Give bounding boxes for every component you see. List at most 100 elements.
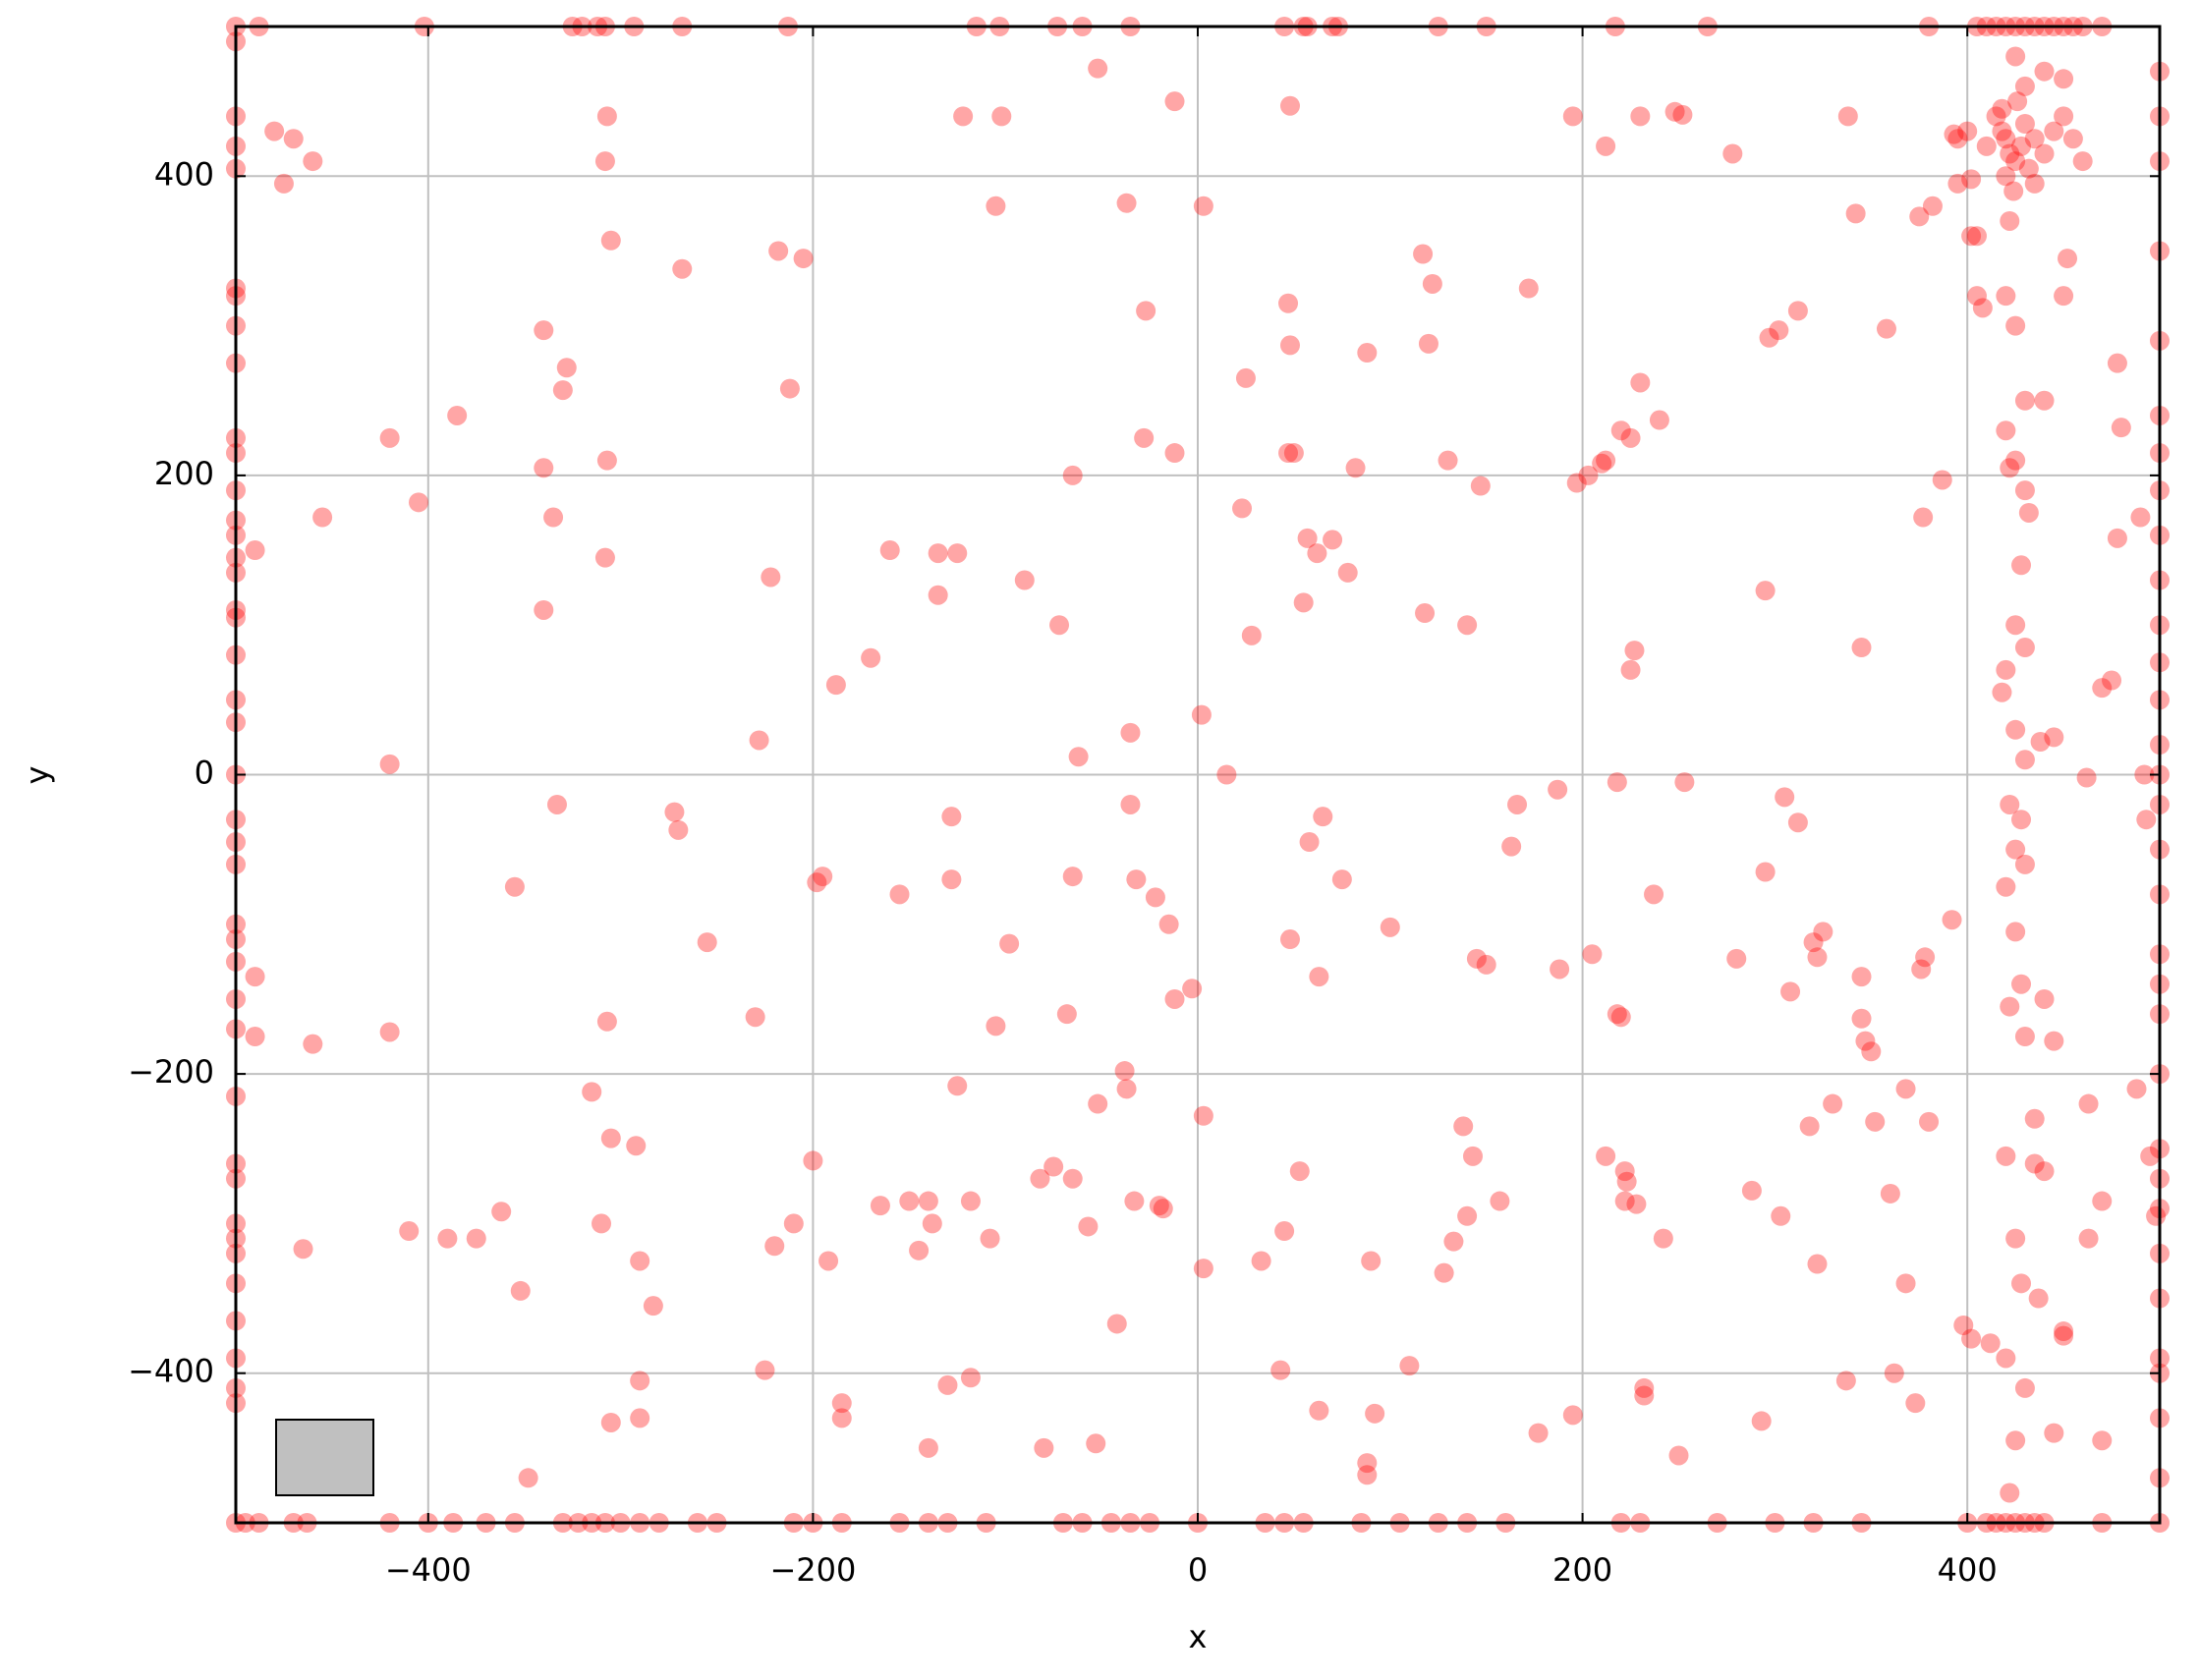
point — [1876, 318, 1896, 339]
point — [2054, 1325, 2074, 1346]
point — [1466, 948, 1487, 969]
point — [1044, 1156, 1064, 1177]
point — [1191, 704, 1212, 725]
y-tick-label: 200 — [154, 455, 214, 492]
point — [1088, 1093, 1108, 1114]
point — [2018, 158, 2039, 179]
point — [2107, 528, 2127, 548]
point — [1895, 1273, 1916, 1294]
point — [1980, 1333, 2001, 1354]
point — [986, 1016, 1006, 1036]
point — [1501, 836, 1522, 857]
point — [1241, 625, 1262, 645]
point — [1992, 98, 2012, 119]
point — [379, 754, 400, 774]
point — [2034, 61, 2055, 82]
point — [1566, 473, 1587, 493]
point — [1307, 543, 1327, 564]
point — [1626, 1194, 1647, 1214]
point — [600, 1412, 621, 1432]
point — [1895, 1079, 1916, 1099]
point — [960, 1191, 981, 1211]
point — [2011, 1273, 2032, 1294]
point — [1279, 929, 1300, 950]
point — [303, 1034, 323, 1054]
point — [1279, 335, 1300, 356]
point — [534, 320, 554, 341]
point — [831, 1393, 852, 1414]
point — [1034, 1437, 1054, 1458]
point — [2062, 129, 2083, 149]
point — [947, 543, 968, 564]
point — [1996, 659, 2016, 680]
point — [1476, 954, 1496, 975]
point — [1607, 772, 1627, 793]
point — [1270, 1360, 1291, 1380]
point — [1947, 129, 1968, 149]
point — [293, 1239, 313, 1260]
x-tick-label: 200 — [1552, 1551, 1612, 1589]
point — [2076, 767, 2097, 788]
point — [1507, 794, 1528, 814]
x-tick-label: 400 — [1938, 1551, 1998, 1589]
point — [1996, 420, 2016, 441]
point — [1462, 1146, 1483, 1166]
point — [2034, 988, 2055, 1009]
point — [556, 358, 577, 378]
point — [1787, 301, 1808, 321]
point — [2005, 615, 2026, 636]
point — [1966, 286, 1987, 307]
point — [630, 1408, 650, 1428]
point — [1674, 772, 1695, 793]
point — [1164, 91, 1185, 112]
point — [1880, 1183, 1900, 1204]
point — [1443, 1231, 1464, 1252]
point — [879, 540, 900, 561]
point — [1726, 948, 1747, 969]
point — [1957, 121, 1978, 141]
point — [764, 1236, 785, 1257]
y-tick-label: 0 — [195, 755, 214, 792]
point — [1592, 453, 1612, 474]
point — [2044, 727, 2064, 748]
ticks: −400 −200 0 200 400 −400 −200 0 200 400 — [128, 27, 2160, 1589]
point — [861, 647, 881, 668]
x-axis-label: x — [1189, 1618, 1208, 1655]
point — [1996, 1348, 2016, 1369]
point — [755, 1360, 775, 1380]
point — [2011, 136, 2032, 156]
x-tick-label: 0 — [1188, 1551, 1208, 1589]
point — [1299, 832, 1320, 853]
point — [2126, 1079, 2147, 1099]
legend-box — [275, 1419, 374, 1496]
point — [1337, 562, 1358, 583]
point — [825, 675, 846, 696]
point — [1992, 682, 2012, 702]
point — [2030, 731, 2051, 752]
point — [1164, 988, 1185, 1009]
point — [1120, 722, 1141, 743]
point — [918, 1191, 938, 1211]
point — [2011, 555, 2032, 576]
point — [1630, 106, 1651, 127]
point — [2014, 1377, 2035, 1398]
point — [2014, 76, 2035, 96]
point — [1799, 1116, 1820, 1137]
point — [1323, 530, 1343, 550]
point — [2005, 719, 2026, 740]
point — [2011, 974, 2032, 994]
point — [504, 876, 525, 897]
point — [1610, 420, 1631, 441]
point — [1596, 1146, 1616, 1166]
point — [1116, 1079, 1137, 1099]
point — [1415, 603, 1436, 624]
point — [1453, 1116, 1474, 1137]
point — [1755, 862, 1776, 882]
point — [626, 1136, 647, 1156]
point — [1855, 1031, 1876, 1051]
point — [534, 458, 554, 478]
point — [1953, 1315, 1974, 1335]
point — [1865, 1111, 1886, 1132]
point — [1614, 1161, 1635, 1182]
point — [768, 241, 789, 261]
